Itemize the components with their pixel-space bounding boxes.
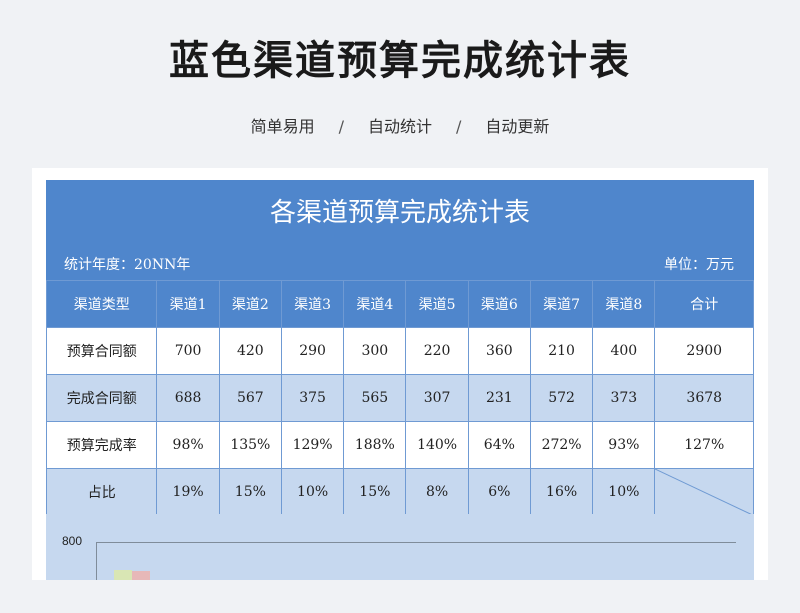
table-cell: 16% <box>529 468 594 516</box>
row-label: 预算合同额 <box>46 327 158 375</box>
column-header: 渠道2 <box>218 280 282 328</box>
column-header: 渠道5 <box>405 280 469 328</box>
table-cell: 98% <box>156 421 220 469</box>
chart-bar <box>132 571 150 580</box>
table-cell: 6% <box>467 468 531 516</box>
table-cell: 700 <box>156 327 220 375</box>
table-cell: 688 <box>156 374 220 422</box>
unit-label: 单位：万元 <box>664 257 734 273</box>
tag-auto-update: 自动更新 <box>485 117 550 136</box>
table-cell: 93% <box>592 421 656 469</box>
table-cell: 420 <box>218 327 282 375</box>
column-header: 渠道3 <box>280 280 345 328</box>
table-cell: 375 <box>280 374 345 422</box>
column-header: 合计 <box>654 280 754 328</box>
sheet-title: 各渠道预算完成统计表 <box>46 180 754 246</box>
diagonal-line <box>655 469 753 515</box>
table-cell: 210 <box>529 327 594 375</box>
table-cell: 567 <box>218 374 282 422</box>
table-cell: 220 <box>405 327 469 375</box>
table-cell: 8% <box>405 468 469 516</box>
y-axis <box>96 542 97 580</box>
gridline <box>96 542 736 543</box>
column-header: 渠道8 <box>592 280 656 328</box>
tag-auto-stat: 自动统计 <box>367 117 432 136</box>
table-cell: 400 <box>592 327 656 375</box>
table-cell: 2900 <box>654 327 754 375</box>
table-cell: 127% <box>654 421 754 469</box>
table-cell: 572 <box>529 374 594 422</box>
tag-separator: / <box>338 117 344 136</box>
y-tick-label: 800 <box>62 534 83 548</box>
tag-easy: 简单易用 <box>250 117 315 136</box>
table-cell: 231 <box>467 374 531 422</box>
table-row: 占比 19% 15% 10% 15% 8% 6% 16% 10% <box>46 468 754 516</box>
table-cell: 565 <box>343 374 407 422</box>
column-header: 渠道类型 <box>46 280 158 328</box>
table-cell: 290 <box>280 327 345 375</box>
table-header-row: 渠道类型 渠道1 渠道2 渠道3 渠道4 渠道5 渠道6 渠道7 渠道8 合计 <box>46 280 754 328</box>
table-cell: 19% <box>156 468 220 516</box>
feature-tags: 简单易用 / 自动统计 / 自动更新 <box>0 113 800 137</box>
table-cell: 300 <box>343 327 407 375</box>
table-cell: 307 <box>405 374 469 422</box>
table-cell: 188% <box>343 421 407 469</box>
column-header: 渠道6 <box>467 280 531 328</box>
chart-bar <box>114 570 132 580</box>
table-row: 预算合同额 700 420 290 300 220 360 210 400 29… <box>46 327 754 375</box>
table-row: 完成合同额 688 567 375 565 307 231 572 373 36… <box>46 374 754 422</box>
table-cell: 373 <box>592 374 656 422</box>
table-cell: 360 <box>467 327 531 375</box>
diagonal-empty-cell <box>654 468 754 516</box>
table-row: 预算完成率 98% 135% 129% 188% 140% 64% 272% 9… <box>46 421 754 469</box>
table-cell: 10% <box>280 468 345 516</box>
page-title: 蓝色渠道预算完成统计表 <box>169 38 631 84</box>
table-cell: 3678 <box>654 374 754 422</box>
chart-preview: 800 <box>46 514 754 580</box>
table-cell: 15% <box>218 468 282 516</box>
column-header: 渠道4 <box>343 280 407 328</box>
table-cell: 64% <box>467 421 531 469</box>
table-cell: 10% <box>592 468 656 516</box>
table-cell: 272% <box>529 421 594 469</box>
column-header: 渠道7 <box>529 280 594 328</box>
table-cell: 129% <box>280 421 345 469</box>
table-cell: 140% <box>405 421 469 469</box>
budget-table: 渠道类型 渠道1 渠道2 渠道3 渠道4 渠道5 渠道6 渠道7 渠道8 合计 … <box>46 280 754 516</box>
row-label: 完成合同额 <box>46 374 158 422</box>
table-cell: 135% <box>218 421 282 469</box>
stat-year: 统计年度：20NN年 <box>64 257 191 273</box>
row-label: 占比 <box>46 468 158 516</box>
tag-separator: / <box>456 117 462 136</box>
table-cell: 15% <box>343 468 407 516</box>
column-header: 渠道1 <box>156 280 220 328</box>
spreadsheet: 各渠道预算完成统计表 统计年度：20NN年 单位：万元 渠道类型 渠道1 渠道2… <box>46 180 754 580</box>
sheet-meta-row: 统计年度：20NN年 单位：万元 <box>46 246 754 280</box>
spreadsheet-preview-card: 各渠道预算完成统计表 统计年度：20NN年 单位：万元 渠道类型 渠道1 渠道2… <box>32 168 768 580</box>
row-label: 预算完成率 <box>46 421 158 469</box>
